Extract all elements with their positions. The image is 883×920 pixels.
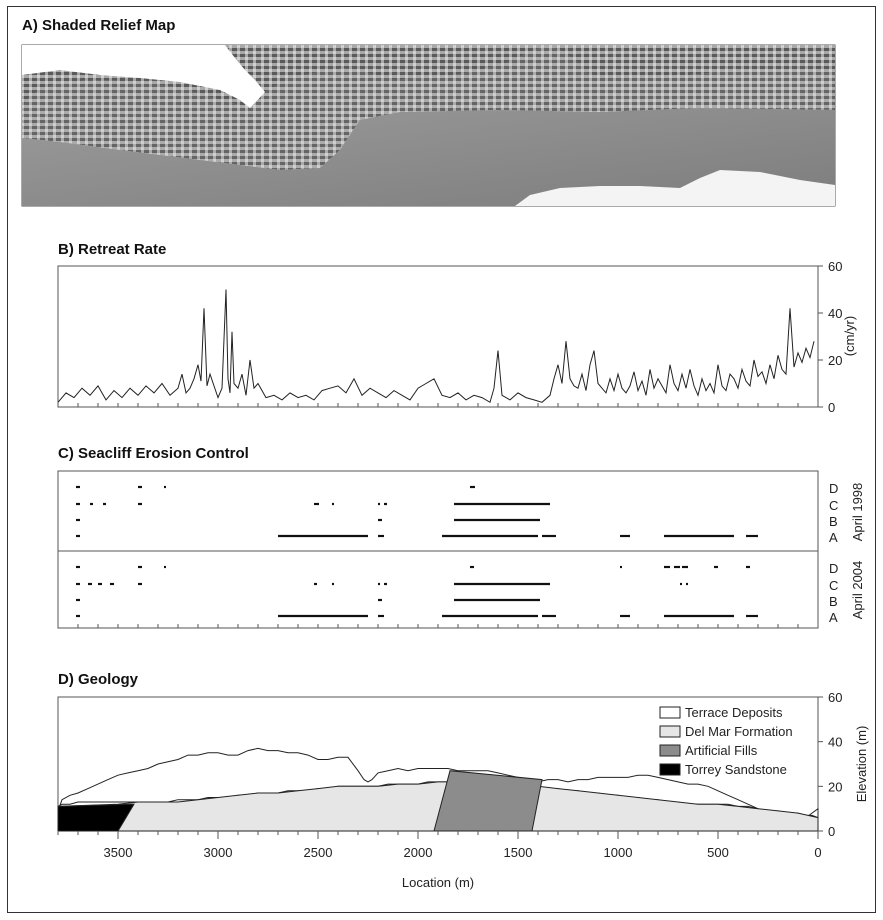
legend-label: Artificial Fills xyxy=(685,743,758,758)
row-label-d: D xyxy=(829,481,838,496)
row-label-b: B xyxy=(829,514,838,529)
geology-chart: 3500 3000 2500 2000 1500 1000 500 0 0 20 40 60 Loc… xyxy=(57,690,869,890)
row-label-a: A xyxy=(829,610,838,625)
geology-ylabel: Elevation (m) xyxy=(854,726,869,803)
row-label-b: B xyxy=(829,594,838,609)
y-tick-label: 0 xyxy=(828,824,835,839)
legend-swatch xyxy=(659,706,681,719)
x-tick-label: 3000 xyxy=(204,845,233,860)
x-tick-label: 500 xyxy=(707,845,729,860)
retreat-rate-chart: 0 20 40 60 (cm/yr) xyxy=(57,259,857,415)
x-tick-label: 2000 xyxy=(404,845,433,860)
geology-xlabel: Location (m) xyxy=(402,875,474,890)
row-label-d: D xyxy=(829,561,838,576)
retreat-rate-frame xyxy=(57,265,819,408)
group-label-1998: April 1998 xyxy=(850,483,865,542)
y-tick-label: 20 xyxy=(828,353,842,368)
group-label-2004: April 2004 xyxy=(850,561,865,620)
geology-layer-artificial-fills xyxy=(433,770,543,832)
y-tick-label: 40 xyxy=(828,306,842,321)
y-tick-label: 20 xyxy=(828,779,842,794)
beach-white xyxy=(515,170,835,206)
x-tick-label: 3500 xyxy=(104,845,133,860)
y-tick-label: 0 xyxy=(828,400,835,415)
legend-swatch xyxy=(659,744,681,757)
x-tick-label: 1000 xyxy=(604,845,633,860)
legend-label: Terrace Deposits xyxy=(685,705,783,720)
legend-label: Torrey Sandstone xyxy=(685,762,787,777)
retreat-rate-line xyxy=(57,289,815,404)
panel-d-title: D) Geology xyxy=(58,671,139,688)
retreat-rate-ylabel: (cm/yr) xyxy=(842,316,857,356)
legend-label: Del Mar Formation xyxy=(685,724,793,739)
y-tick-label: 60 xyxy=(828,259,842,274)
ocean xyxy=(22,108,835,206)
x-tick-label: 1500 xyxy=(504,845,533,860)
geology-legend: Terrace Deposits Del Mar Formation Artific… xyxy=(659,705,793,777)
x-tick-label: 0 xyxy=(814,845,821,860)
y-tick-label: 40 xyxy=(828,735,842,750)
panel-a-title: A) Shaded Relief Map xyxy=(22,17,175,34)
y-tick-label: 60 xyxy=(828,690,842,705)
x-tick-label: 2500 xyxy=(304,845,333,860)
developed-area xyxy=(22,46,835,170)
figure-border xyxy=(7,6,876,913)
panel-b-title: B) Retreat Rate xyxy=(58,241,166,258)
legend-swatch xyxy=(659,763,681,776)
shaded-relief-map xyxy=(21,44,836,207)
legend-swatch xyxy=(659,725,681,738)
row-label-a: A xyxy=(829,530,838,545)
row-label-c: C xyxy=(829,578,838,593)
row-label-c: C xyxy=(829,498,838,513)
erosion-frame xyxy=(57,470,819,629)
panel-c-title: C) Seacliff Erosion Control xyxy=(58,445,249,462)
bay-cut xyxy=(22,45,265,108)
